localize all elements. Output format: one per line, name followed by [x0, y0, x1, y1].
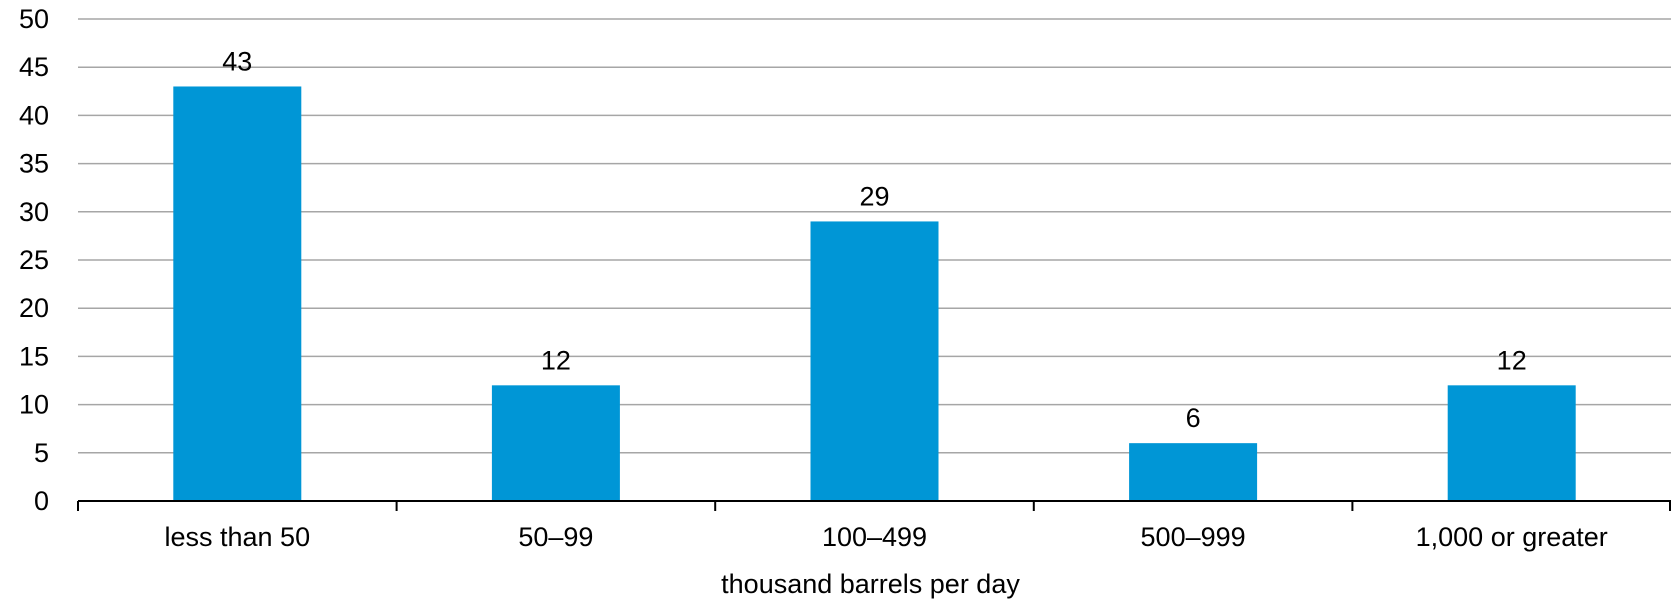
data-label: 12	[541, 345, 571, 375]
y-axis-tick-labels: 0 5 10 15 20 25 30 35 40 45 50	[19, 4, 49, 516]
bar	[810, 221, 939, 501]
bar	[173, 86, 302, 501]
y-tick-label: 5	[34, 438, 49, 468]
y-tick-label: 10	[19, 390, 49, 420]
bar	[1447, 385, 1576, 501]
data-label: 43	[222, 46, 252, 76]
y-tick-label: 15	[19, 341, 49, 371]
y-tick-label: 45	[19, 52, 49, 82]
x-tick-label: 1,000 or greater	[1416, 522, 1608, 552]
x-axis-title: thousand barrels per day	[721, 569, 1020, 599]
x-tick-label: 100–499	[822, 522, 927, 552]
x-axis	[77, 500, 1671, 511]
y-tick-label: 25	[19, 245, 49, 275]
data-label: 6	[1186, 403, 1201, 433]
bar	[491, 385, 620, 501]
y-tick-label: 40	[19, 100, 49, 130]
x-tick-label: 50–99	[518, 522, 593, 552]
bar	[1129, 443, 1258, 501]
y-tick-label: 35	[19, 149, 49, 179]
data-label: 12	[1497, 345, 1527, 375]
y-tick-label: 20	[19, 293, 49, 323]
x-tick-label: less than 50	[164, 522, 310, 552]
x-axis-tick-labels: less than 50 50–99 100–499 500–999 1,000 or …	[164, 522, 1607, 552]
y-tick-label: 0	[34, 486, 49, 516]
data-labels: 43 12 29 6 12	[222, 46, 1526, 433]
data-label: 29	[859, 181, 889, 211]
x-tick-label: 500–999	[1141, 522, 1246, 552]
y-tick-label: 30	[19, 197, 49, 227]
y-tick-label: 50	[19, 4, 49, 34]
bars	[173, 86, 1576, 501]
